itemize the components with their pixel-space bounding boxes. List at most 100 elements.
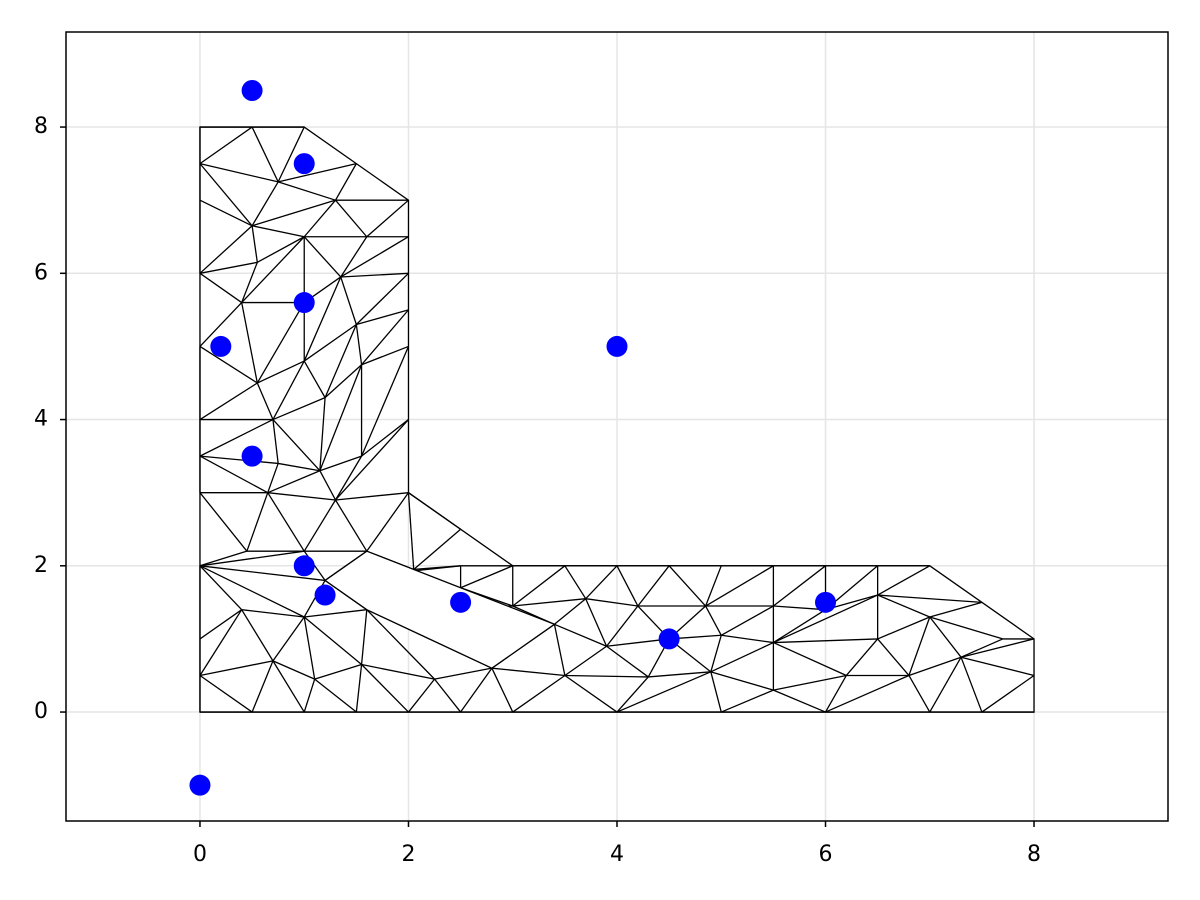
mesh-edge (272, 397, 326, 421)
mesh-edge (335, 492, 409, 501)
mesh-edge (773, 638, 878, 644)
scatter-point (210, 335, 232, 357)
mesh-edge (773, 605, 826, 611)
mesh-edge (877, 594, 931, 618)
mesh-edge (340, 272, 409, 278)
mesh-edge (334, 163, 357, 201)
mesh-edge (825, 674, 910, 713)
mesh-edge (355, 664, 363, 713)
mesh-edge (877, 638, 910, 676)
mesh-edge (303, 616, 316, 680)
mesh-edge (199, 162, 279, 183)
y-tick-label: 0 (34, 699, 48, 724)
mesh-edge (199, 660, 274, 677)
mesh-edge (637, 565, 670, 607)
mesh-edge (929, 601, 983, 618)
mesh-edge (585, 598, 608, 647)
mesh-edge (199, 609, 243, 640)
mesh-edge (199, 302, 243, 347)
mesh-edge (720, 605, 774, 636)
mesh-edge (257, 236, 305, 263)
scatter-point (450, 591, 472, 613)
mesh-edge (303, 236, 342, 278)
mesh-edge (512, 598, 586, 607)
mesh-edge (773, 674, 847, 691)
mesh-edge (512, 565, 566, 607)
mesh-edge (251, 181, 279, 227)
mesh-edge (319, 455, 362, 472)
mesh-edge (199, 261, 258, 274)
mesh-edge (710, 671, 774, 691)
mesh-edge (199, 126, 253, 165)
mesh-edge (434, 667, 493, 680)
mesh-edge (705, 565, 774, 607)
mesh-edge (319, 397, 326, 471)
mesh-edge (304, 609, 367, 618)
mesh-edge (199, 345, 258, 384)
mesh-edge (340, 236, 368, 278)
y-tick-label: 4 (34, 407, 48, 432)
mesh-edge (267, 492, 305, 552)
mesh-edge (241, 302, 258, 384)
mesh-edge (267, 492, 336, 501)
mesh-edge (199, 674, 253, 713)
mesh-edge (303, 360, 326, 398)
mesh-edge (710, 641, 774, 673)
mesh-edge (491, 667, 514, 713)
mesh-edge (324, 324, 357, 398)
mesh-edge (877, 616, 931, 640)
mesh-edge (606, 605, 639, 647)
scatter-point (606, 335, 628, 357)
mesh-edge (616, 565, 639, 607)
mesh-edge (606, 645, 649, 678)
mesh-edge (877, 565, 931, 596)
mesh-edge (554, 598, 587, 625)
mesh-edge (616, 671, 712, 713)
mesh-edge (366, 609, 436, 680)
mesh-edge (877, 594, 982, 604)
mesh-edge (721, 634, 774, 644)
mesh-edge (199, 418, 274, 457)
mesh-edge (908, 656, 962, 677)
mesh-edge (960, 638, 1004, 658)
mesh-edge (705, 565, 722, 607)
mesh-edge (929, 616, 1003, 640)
mesh-edge (272, 660, 315, 680)
mesh-edge (251, 199, 336, 227)
mesh-edge (413, 528, 462, 570)
mesh-edge (361, 663, 435, 680)
mesh-edge (360, 346, 410, 457)
mesh-edge (960, 638, 1035, 658)
mesh-boundary (199, 126, 1035, 713)
mesh-edge (361, 345, 409, 366)
mesh-edge (361, 419, 409, 457)
mesh-edge (267, 470, 321, 494)
scatter-point (293, 153, 315, 175)
mesh-edge (303, 616, 362, 666)
mesh-edge (199, 199, 253, 227)
scatter-point (241, 445, 263, 467)
x-tick-label: 6 (819, 842, 833, 867)
mesh-edge (355, 272, 409, 325)
mesh-edge (272, 419, 321, 472)
mesh-edge (303, 199, 336, 238)
mesh-edge (256, 302, 305, 384)
mesh-edge (199, 455, 279, 465)
mesh-edge (845, 638, 879, 676)
mesh-edge (407, 492, 415, 570)
mesh-edge (554, 623, 607, 647)
mesh-edge (251, 225, 258, 263)
mesh-edge (616, 676, 649, 713)
mesh-edge (960, 656, 983, 713)
mesh-edge (721, 689, 774, 713)
mesh-edge (773, 689, 826, 713)
mesh-edge (564, 674, 649, 678)
mesh-edge (585, 598, 638, 607)
mesh-edge (361, 309, 409, 366)
mesh-edge (314, 678, 357, 713)
mesh-edge (340, 236, 409, 278)
mesh-edge (668, 565, 707, 607)
mesh-edge (277, 181, 336, 201)
mesh-edge (199, 163, 253, 227)
